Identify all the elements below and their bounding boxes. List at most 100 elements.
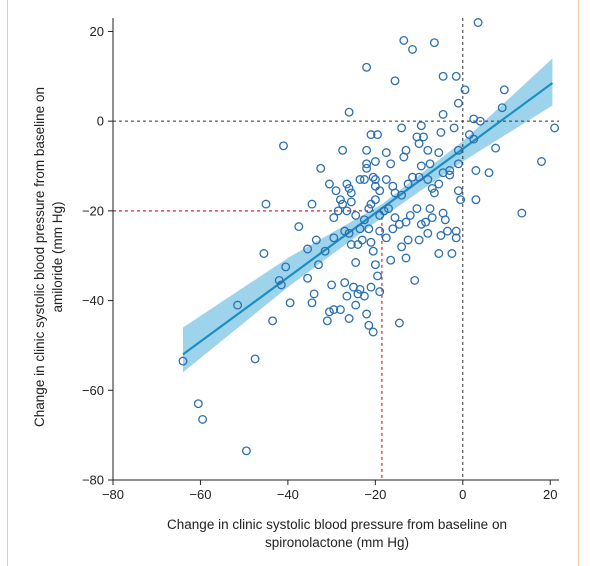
- data-point: [294, 222, 304, 232]
- data-point: [423, 145, 433, 155]
- data-point: [429, 38, 439, 48]
- data-point: [429, 188, 439, 198]
- y-tick-label: 0: [97, 114, 104, 129]
- data-point: [390, 76, 400, 86]
- data-point: [366, 130, 376, 140]
- x-tick-label: −40: [277, 487, 299, 502]
- reference-lines-layer: [113, 18, 559, 480]
- data-point: [491, 143, 501, 153]
- data-point: [233, 300, 243, 310]
- data-point: [386, 159, 396, 169]
- data-point: [324, 307, 334, 317]
- data-point: [198, 414, 208, 424]
- data-point: [460, 85, 470, 95]
- data-point: [357, 235, 367, 245]
- data-point: [344, 314, 354, 323]
- data-point: [373, 271, 382, 281]
- data-point: [397, 242, 407, 252]
- frame-border-right: [578, 0, 579, 566]
- data-point: [331, 186, 341, 196]
- data-point: [453, 98, 463, 108]
- data-points-layer: [178, 18, 560, 456]
- data-point: [329, 213, 339, 223]
- x-tick-label: −80: [102, 487, 124, 502]
- data-point: [346, 188, 356, 198]
- data-point: [416, 121, 426, 131]
- data-point: [390, 213, 400, 223]
- data-point: [359, 175, 369, 184]
- data-point: [381, 233, 391, 243]
- x-axis-title-line-1: Change in clinic systolic blood pressure…: [167, 517, 507, 532]
- data-point: [384, 204, 393, 214]
- data-point: [421, 217, 431, 227]
- data-point: [394, 318, 404, 328]
- data-point: [381, 148, 391, 158]
- data-point: [375, 287, 385, 297]
- x-tick-label: −60: [189, 487, 211, 502]
- data-point: [427, 213, 437, 223]
- data-point: [261, 199, 271, 209]
- data-point: [351, 210, 361, 220]
- data-point: [303, 244, 313, 254]
- data-point: [451, 71, 461, 81]
- data-point: [425, 204, 435, 214]
- axes-layer: −80 −60 −40 −20 0 20 20 0 −20 −40 −60 −80: [82, 18, 559, 502]
- data-point: [436, 231, 446, 240]
- data-point: [419, 132, 428, 142]
- data-point: [320, 246, 330, 256]
- data-point: [537, 157, 546, 166]
- data-point: [309, 289, 319, 299]
- data-point: [550, 123, 560, 133]
- data-point: [438, 71, 448, 81]
- data-point: [366, 237, 376, 247]
- data-point: [316, 163, 326, 173]
- data-point: [344, 107, 354, 117]
- data-point: [359, 291, 369, 301]
- data-point: [438, 109, 448, 119]
- data-point: [268, 316, 278, 326]
- data-point: [401, 217, 411, 227]
- data-point: [274, 275, 284, 285]
- data-point: [473, 18, 483, 27]
- data-point: [327, 280, 337, 290]
- data-point: [362, 145, 372, 155]
- data-point: [370, 157, 380, 166]
- data-point: [408, 44, 417, 54]
- confidence-band-layer: [183, 58, 553, 373]
- data-point: [517, 208, 527, 218]
- data-point: [370, 260, 380, 270]
- data-point: [475, 116, 485, 126]
- data-point: [405, 210, 415, 220]
- data-point: [453, 145, 463, 155]
- data-point: [427, 183, 437, 193]
- data-point: [285, 298, 295, 308]
- x-axis-title-line-2: spironolactone (mm Hg): [265, 535, 409, 550]
- data-point: [307, 298, 317, 308]
- data-point: [342, 291, 352, 301]
- data-point: [375, 210, 385, 220]
- data-point: [386, 255, 396, 265]
- data-point: [397, 190, 407, 200]
- y-axis-title-line-1: Change in clinic systolic blood pressure…: [32, 87, 47, 427]
- data-point: [279, 141, 288, 151]
- data-point: [423, 228, 433, 238]
- data-point: [410, 275, 420, 285]
- data-point: [259, 249, 269, 258]
- data-point: [414, 172, 424, 182]
- data-point: [366, 199, 376, 209]
- data-point: [366, 282, 376, 292]
- data-point: [342, 206, 352, 216]
- data-point: [355, 284, 365, 294]
- data-point: [364, 224, 374, 234]
- data-point: [346, 240, 356, 249]
- data-point: [414, 139, 424, 149]
- data-point: [497, 103, 507, 113]
- data-point: [370, 175, 380, 184]
- data-point: [344, 183, 354, 193]
- y-tick-label: −60: [82, 383, 104, 398]
- y-tick-label: −40: [82, 293, 104, 308]
- data-point: [436, 127, 446, 137]
- data-point: [364, 320, 374, 330]
- y-tick-label: 20: [90, 24, 104, 39]
- data-point: [335, 195, 345, 205]
